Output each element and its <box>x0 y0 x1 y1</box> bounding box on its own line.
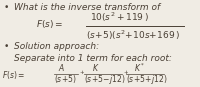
Text: $10(s^2 +119\,)$: $10(s^2 +119\,)$ <box>90 11 149 24</box>
Text: $K$: $K$ <box>92 62 100 73</box>
Text: $F(s) =$: $F(s) =$ <box>2 69 25 81</box>
Text: $F(s) =$: $F(s) =$ <box>36 18 63 30</box>
Text: $(s\!+\!5)$: $(s\!+\!5)$ <box>54 73 77 85</box>
Text: $^+$: $^+$ <box>78 69 85 78</box>
Text: Separate into 1 term for each root:: Separate into 1 term for each root: <box>14 54 172 63</box>
Text: $(s\!+\!5)(s^2\!+\!10s\!+\!169\,)$: $(s\!+\!5)(s^2\!+\!10s\!+\!169\,)$ <box>86 28 180 41</box>
Text: $(s\!+\!5\!+\!j12)$: $(s\!+\!5\!+\!j12)$ <box>126 73 168 86</box>
Text: Solution approach:: Solution approach: <box>14 42 99 52</box>
Text: •: • <box>4 42 9 52</box>
Text: $(s\!+\!5\!-\!j12)$: $(s\!+\!5\!-\!j12)$ <box>84 73 126 86</box>
Text: •: • <box>4 3 9 12</box>
Text: $K^*$: $K^*$ <box>134 62 145 74</box>
Text: What is the inverse transform of: What is the inverse transform of <box>14 3 160 12</box>
Text: $^+$: $^+$ <box>122 69 129 78</box>
Text: $A$: $A$ <box>58 62 65 73</box>
